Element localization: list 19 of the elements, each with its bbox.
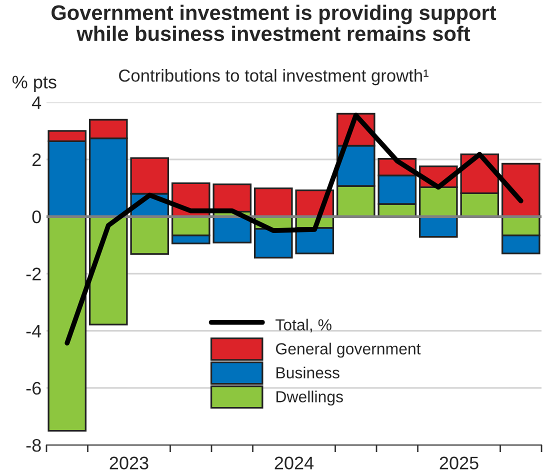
y-tick-label: -8: [26, 438, 41, 452]
legend-label: General government: [276, 342, 421, 358]
chart-title: Government investment is providing support while business investment remains soft: [52, 4, 496, 42]
x-tick-label: 2023: [110, 456, 148, 470]
y-tick-label: 4: [32, 96, 42, 109]
chart-subtitle: Contributions to total investment growth¹: [119, 69, 428, 86]
y-tick-label: -6: [26, 382, 41, 395]
y-tick-label: 0: [32, 210, 41, 224]
y-axis-title: % pts: [12, 76, 56, 92]
bar: [254, 187, 293, 218]
x-tick-label: 2024: [274, 456, 314, 470]
y-tick-label: -4: [26, 324, 42, 338]
x-tick-label: 2025: [440, 456, 478, 470]
bar: [212, 183, 252, 213]
legend-label: Business: [276, 366, 340, 378]
y-tick-label: 2: [32, 153, 41, 166]
y-tick-label: -2: [26, 268, 41, 280]
legend-label: Dwellings: [276, 390, 343, 406]
legend-label: Total, %: [276, 318, 332, 332]
